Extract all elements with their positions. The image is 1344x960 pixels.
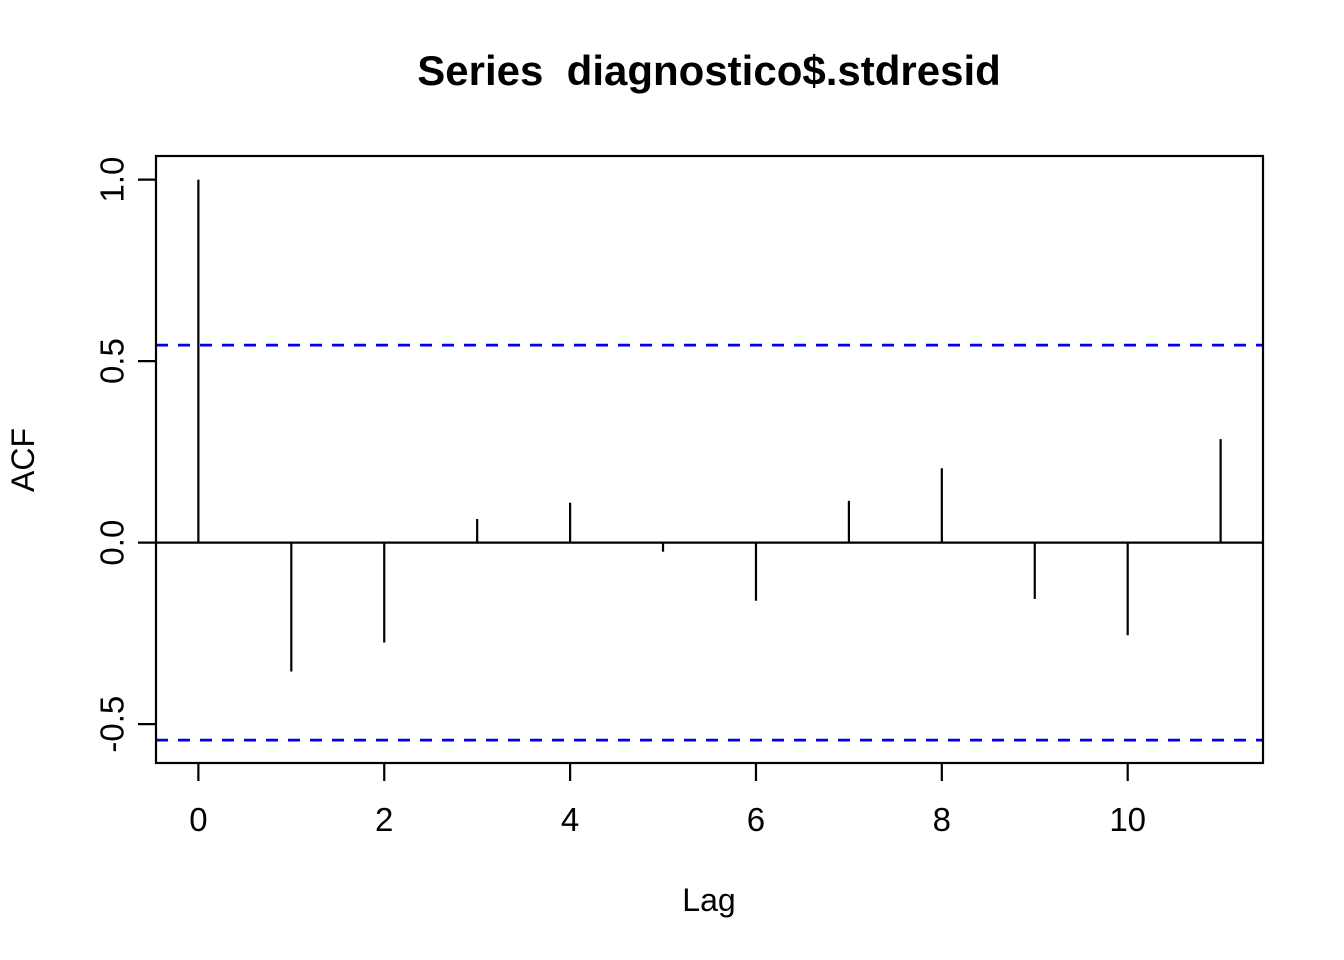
y-tick-label--0.5: -0.5 [94, 696, 131, 753]
x-tick-label-10: 10 [1109, 801, 1146, 838]
y-tick-label-0: 0.0 [94, 520, 131, 566]
y-axis-label: ACF [5, 428, 41, 492]
y-tick-label-1: 1.0 [94, 157, 131, 203]
x-tick-label-4: 4 [561, 801, 579, 838]
plot-area: 0 2 4 6 8 10 1.0 0.5 0.0 -0.5 [94, 154, 1265, 838]
y-tick-label-0.5: 0.5 [94, 338, 131, 384]
x-tick-label-0: 0 [189, 801, 207, 838]
x-tick-label-8: 8 [933, 801, 951, 838]
plot-frame [154, 154, 1265, 765]
x-tick-label-6: 6 [747, 801, 765, 838]
chart-title: Series diagnostico$.stdresid [417, 47, 1001, 94]
x-tick-label-2: 2 [375, 801, 393, 838]
x-axis-label: Lag [682, 882, 735, 918]
